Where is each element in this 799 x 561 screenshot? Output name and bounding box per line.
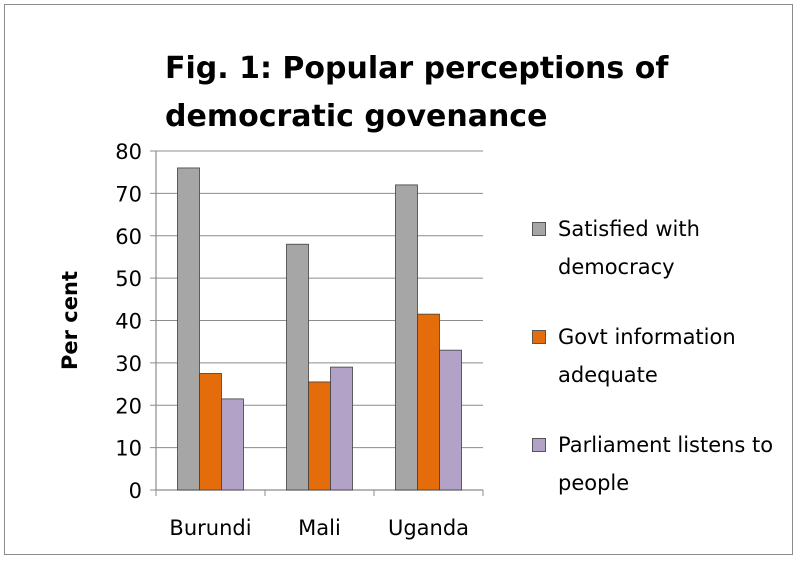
- legend-item: Govt information adequate: [532, 318, 797, 426]
- y-tick-label: 20: [115, 394, 142, 418]
- y-tick-label: 70: [115, 182, 142, 206]
- bar-burundi-2: [199, 373, 222, 491]
- y-tick-label: 60: [115, 225, 142, 249]
- y-tick-label: 10: [115, 437, 142, 461]
- legend-swatch: [532, 330, 546, 344]
- legend-label: Satisfied with democracy: [558, 217, 700, 279]
- legend-swatch: [532, 222, 546, 236]
- bar-mali-1: [286, 243, 309, 491]
- y-tick-label: 30: [115, 352, 142, 376]
- legend-item: Satisfied with democracy: [532, 210, 797, 318]
- legend-label: Parliament listens to people: [558, 433, 774, 495]
- bar-uganda-1: [395, 184, 418, 491]
- legend: Satisfied with democracy Govt information…: [532, 210, 797, 534]
- x-tick-label: Burundi: [169, 516, 251, 540]
- legend-swatch: [532, 438, 546, 452]
- y-tick-label: 80: [115, 140, 142, 164]
- axis-labels: 0 10 20 30 40 50 60 70 80 Burundi Mali Uganda: [115, 140, 469, 540]
- x-tick-label: Uganda: [388, 516, 469, 540]
- y-axis-label: Per cent: [58, 271, 82, 370]
- bar-uganda-3: [439, 349, 462, 491]
- y-tick-label: 40: [115, 310, 142, 334]
- bar-burundi-1: [177, 167, 200, 491]
- legend-label: Govt information adequate: [558, 325, 736, 387]
- x-tick-label: Mali: [298, 516, 341, 540]
- y-tick-label: 0: [129, 479, 142, 503]
- bars: [177, 167, 462, 491]
- chart-frame: Fig. 1: Popular perceptions of democrati…: [4, 4, 793, 555]
- bar-burundi-3: [221, 398, 244, 491]
- y-tick-label: 50: [115, 267, 142, 291]
- bar-mali-2: [308, 381, 331, 491]
- bar-uganda-2: [417, 313, 440, 491]
- legend-item: Parliament listens to people: [532, 426, 797, 534]
- chart-title: Fig. 1: Popular perceptions of democrati…: [165, 51, 669, 134]
- bar-mali-3: [330, 366, 353, 491]
- bar-chart: 0 10 20 30 40 50 60 70 80 Burundi Mali Uganda Per c…: [58, 140, 484, 540]
